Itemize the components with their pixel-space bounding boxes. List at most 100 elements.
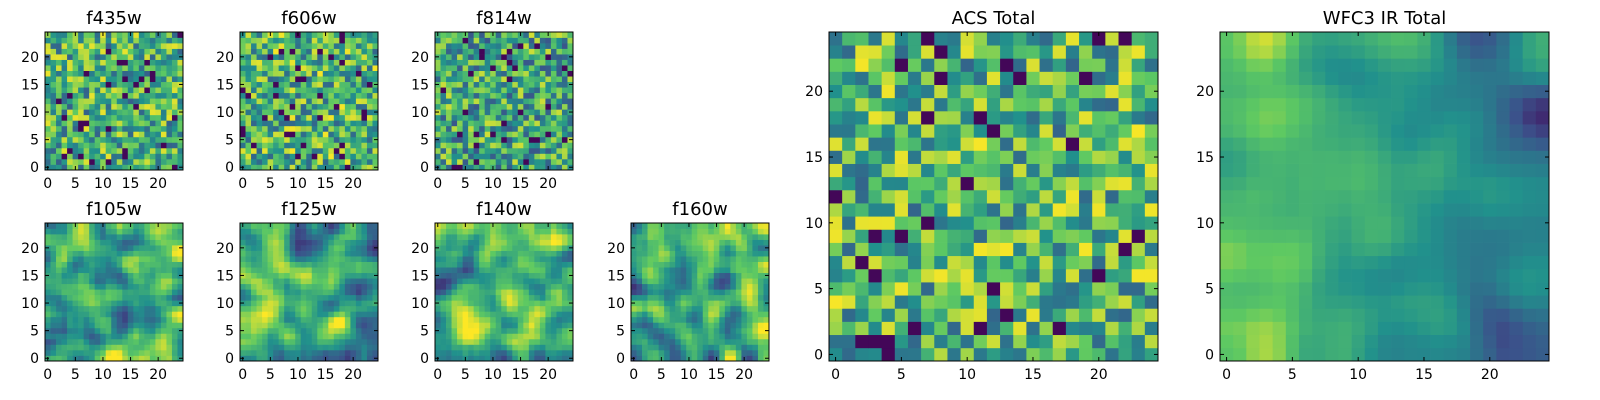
heatmap-cell	[366, 114, 373, 121]
heatmap-cell	[251, 349, 257, 356]
heatmap-cell	[267, 305, 274, 312]
heatmap-cell	[111, 327, 118, 334]
heatmap-cell	[440, 267, 447, 274]
heatmap-cell	[100, 109, 107, 116]
heatmap-cell	[539, 37, 546, 44]
heatmap-cell	[339, 228, 346, 235]
heatmap-cell	[300, 322, 307, 329]
heatmap-cell	[45, 114, 51, 121]
heatmap-cell	[763, 256, 770, 262]
heatmap-cell	[1079, 176, 1093, 191]
heatmap-cell	[127, 43, 134, 49]
heatmap-cell	[333, 120, 340, 127]
heatmap-cell	[83, 289, 90, 296]
heatmap-cell	[1079, 255, 1093, 270]
heatmap-cell	[339, 59, 346, 66]
heatmap-cell	[894, 150, 909, 164]
heatmap-cell	[501, 327, 508, 334]
y-tick-label: 20	[216, 50, 234, 66]
heatmap-cell	[934, 189, 948, 204]
heatmap-cell	[451, 76, 458, 83]
heatmap-cell	[451, 355, 458, 362]
heatmap-cell	[295, 338, 302, 345]
heatmap-cell	[691, 344, 698, 351]
heatmap-cell	[289, 109, 296, 116]
heatmap-cell	[289, 327, 296, 334]
heatmap-cell	[545, 338, 552, 345]
heatmap-cell	[111, 136, 118, 143]
heatmap-cell	[105, 147, 112, 154]
heatmap-cell	[473, 65, 480, 71]
heatmap-cell	[355, 65, 362, 71]
heatmap-cell	[724, 289, 731, 296]
heatmap-cell	[647, 261, 654, 268]
heatmap-cell	[122, 81, 129, 88]
heatmap-cell	[289, 37, 296, 44]
heatmap-cell	[495, 59, 502, 66]
heatmap-cell	[556, 114, 563, 121]
heatmap-cell	[457, 37, 463, 44]
heatmap-cell	[647, 234, 654, 240]
heatmap-cell	[457, 333, 463, 340]
heatmap-cell	[550, 267, 557, 274]
heatmap-cell	[735, 333, 742, 340]
heatmap-cell	[528, 355, 535, 362]
heatmap-cell	[561, 48, 568, 55]
heatmap-cell	[350, 131, 357, 138]
heatmap-cell	[122, 158, 129, 165]
heatmap-cell	[100, 311, 107, 318]
heatmap-cell	[284, 114, 291, 121]
heatmap-cell	[111, 294, 118, 301]
heatmap-cell	[752, 355, 759, 362]
heatmap-cell	[457, 261, 463, 268]
heatmap-cell	[517, 278, 524, 285]
heatmap-cell	[155, 43, 162, 49]
heatmap-cell	[468, 349, 474, 356]
heatmap-cell	[256, 81, 263, 88]
heatmap-cell	[366, 272, 373, 279]
heatmap-cell	[435, 239, 441, 246]
heatmap-cell	[83, 32, 90, 38]
heatmap-cell	[89, 245, 96, 251]
heatmap-cell	[528, 136, 535, 143]
heatmap-cell	[631, 283, 637, 290]
heatmap-cell	[921, 189, 935, 204]
heatmap-cell	[83, 48, 90, 55]
heatmap-cell	[273, 92, 279, 99]
heatmap-cell	[986, 255, 1001, 270]
heatmap-cell	[89, 92, 96, 99]
heatmap-cell	[295, 153, 302, 160]
heatmap-cell	[561, 70, 568, 77]
heatmap-cell	[490, 70, 497, 77]
heatmap-cell	[484, 59, 491, 66]
heatmap-cell	[355, 70, 362, 77]
heatmap-cell	[116, 256, 123, 262]
heatmap-cell	[462, 245, 469, 251]
heatmap-cell	[479, 239, 486, 246]
heatmap-cell	[1118, 189, 1133, 204]
heatmap-cell	[339, 261, 346, 268]
heatmap-cell	[506, 114, 513, 121]
heatmap-cell	[550, 136, 557, 143]
heatmap-cell	[636, 311, 643, 318]
heatmap-cell	[702, 250, 709, 257]
heatmap-cell	[1131, 242, 1146, 257]
heatmap-cell	[1039, 334, 1054, 349]
heatmap-cell	[1118, 203, 1133, 217]
heatmap-cell	[473, 294, 480, 301]
heatmap-cell	[328, 322, 335, 329]
heatmap-cell	[50, 70, 57, 77]
heatmap-cell	[534, 322, 541, 329]
heatmap-cell	[894, 216, 909, 230]
heatmap-cell	[149, 278, 156, 285]
heatmap-cell	[647, 355, 654, 362]
heatmap-cell	[306, 300, 313, 307]
heatmap-cell	[322, 142, 329, 149]
heatmap-cell	[100, 239, 107, 246]
heatmap-cell	[1065, 282, 1080, 296]
heatmap-cell	[506, 32, 513, 38]
heatmap-cell	[506, 278, 513, 285]
heatmap-cell	[273, 294, 279, 301]
heatmap-cell	[111, 103, 118, 110]
heatmap-cell	[675, 316, 682, 323]
